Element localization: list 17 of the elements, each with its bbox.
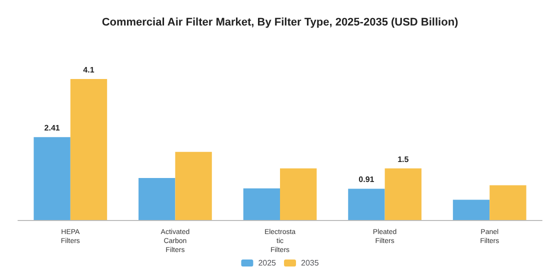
bar [138, 178, 176, 220]
bar [280, 168, 317, 220]
chart-title: Commercial Air Filter Market, By Filter Type, 2025-2035 (USD Billion) [102, 16, 459, 28]
data-label: 4.1 [83, 65, 95, 74]
bar [348, 188, 385, 220]
legend-label: 2035 [301, 258, 320, 268]
bar [175, 152, 212, 220]
data-label: 2.41 [44, 124, 60, 133]
legend-label: 2025 [258, 258, 277, 268]
bar [384, 168, 422, 220]
bar [490, 185, 526, 220]
bar [243, 188, 280, 220]
bar [70, 78, 108, 220]
bar [34, 137, 70, 220]
data-label: 1.5 [398, 154, 410, 164]
data-label: 0.91 [358, 175, 375, 184]
bar [452, 200, 490, 220]
